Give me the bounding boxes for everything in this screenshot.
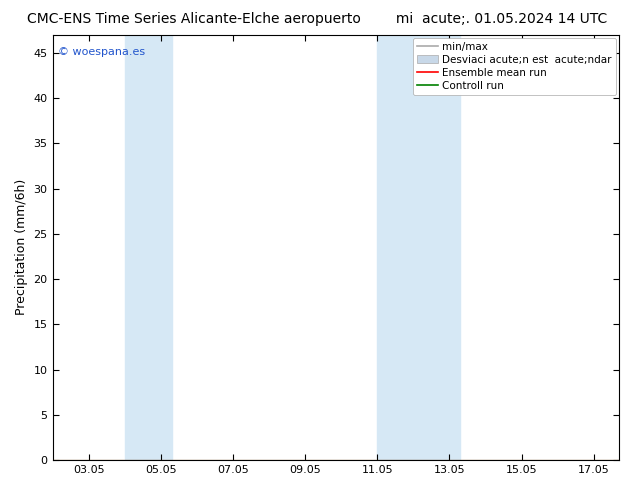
Bar bbox=[377, 35, 460, 460]
Bar bbox=[125, 35, 172, 460]
Text: CMC-ENS Time Series Alicante-Elche aeropuerto        mi  acute;. 01.05.2024 14 U: CMC-ENS Time Series Alicante-Elche aerop… bbox=[27, 12, 607, 26]
Legend: min/max, Desviaci acute;n est  acute;ndar, Ensemble mean run, Controll run: min/max, Desviaci acute;n est acute;ndar… bbox=[413, 38, 616, 96]
Y-axis label: Precipitation (mm/6h): Precipitation (mm/6h) bbox=[15, 179, 28, 316]
Text: © woespana.es: © woespana.es bbox=[58, 48, 145, 57]
